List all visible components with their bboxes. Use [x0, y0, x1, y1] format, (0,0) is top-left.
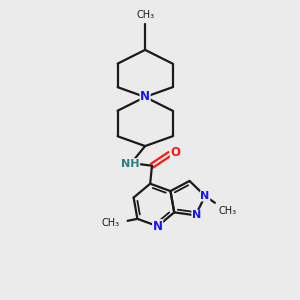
Text: N: N	[140, 91, 150, 103]
Text: N: N	[200, 191, 210, 201]
Text: N: N	[192, 210, 201, 220]
Text: NH: NH	[121, 159, 140, 169]
Text: N: N	[153, 220, 163, 233]
Text: O: O	[170, 146, 181, 159]
Text: CH₃: CH₃	[219, 206, 237, 216]
Text: CH₃: CH₃	[102, 218, 120, 228]
Text: CH₃: CH₃	[136, 11, 154, 20]
